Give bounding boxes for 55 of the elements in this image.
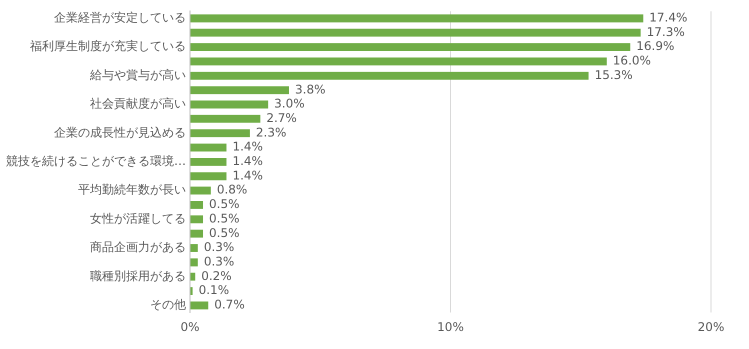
- bar: [190, 100, 268, 108]
- bar: [190, 86, 289, 94]
- y-tick-label: 女性が活躍してる: [90, 211, 186, 226]
- x-tick-label: 0%: [180, 320, 200, 334]
- bar: [190, 230, 204, 238]
- bar: [190, 201, 204, 209]
- y-tick-label: 商品企画力がある: [90, 240, 186, 254]
- bar: [190, 258, 198, 266]
- bar: [190, 144, 226, 152]
- bar: [190, 215, 204, 224]
- x-tick-label: 20%: [698, 320, 724, 334]
- data-label: 0.2%: [201, 268, 232, 283]
- bar: [190, 129, 250, 138]
- y-tick-label: 福利厚生制度が充実している: [30, 39, 186, 54]
- y-tick-label: 平均勤続年数が長い: [78, 182, 186, 197]
- data-label: 17.3%: [646, 24, 685, 39]
- bar: [190, 28, 641, 37]
- bar: [190, 186, 211, 195]
- y-tick-label: 職種別採用がある: [90, 268, 186, 283]
- data-label: 3.8%: [294, 82, 326, 96]
- data-label: 0.5%: [209, 211, 240, 226]
- bar: [190, 114, 260, 123]
- data-label: 2.7%: [266, 110, 297, 125]
- data-label: 16.0%: [612, 54, 651, 68]
- bar: [190, 72, 589, 80]
- bar: [190, 272, 196, 281]
- data-label: 2.3%: [256, 125, 286, 140]
- x-tick-label: 10%: [437, 320, 464, 334]
- y-tick-label: 競技を続けることができる環境…: [6, 154, 186, 168]
- data-label: 17.4%: [649, 10, 688, 24]
- bar: [190, 57, 607, 66]
- y-tick-label: 企業経営が安定している: [54, 10, 186, 24]
- data-label: 0.7%: [214, 298, 245, 312]
- data-label: 0.3%: [204, 240, 234, 254]
- data-label: 0.1%: [198, 283, 230, 298]
- data-label: 1.4%: [232, 154, 263, 168]
- data-label: 0.3%: [204, 254, 234, 268]
- y-tick-label: 社会貢献度が高い: [90, 96, 186, 111]
- bar: [190, 244, 198, 252]
- data-label: 0.5%: [209, 226, 240, 240]
- bar: [190, 43, 630, 52]
- y-tick-label: 企業の成長性が見込める: [54, 125, 186, 140]
- bar: [190, 14, 644, 22]
- data-label: 0.8%: [216, 182, 248, 197]
- data-label: 3.0%: [274, 96, 305, 111]
- data-label: 16.9%: [636, 39, 674, 54]
- data-label: 1.4%: [232, 140, 263, 154]
- data-label: 0.5%: [209, 197, 240, 212]
- data-label: 15.3%: [594, 68, 633, 82]
- bar: [190, 172, 226, 180]
- data-label: 1.4%: [232, 168, 263, 182]
- bar: [190, 158, 226, 166]
- bar: [190, 301, 208, 310]
- y-tick-label: その他: [150, 298, 186, 312]
- y-tick-label: 給与や賞与が高い: [89, 68, 186, 82]
